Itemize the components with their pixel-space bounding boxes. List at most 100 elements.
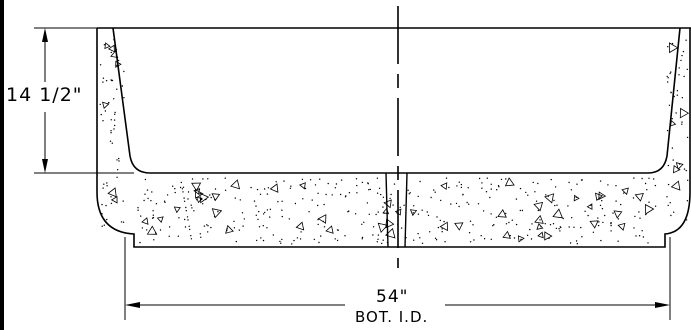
- stipple-dot: [279, 240, 281, 243]
- stipple-dot: [210, 226, 212, 229]
- stipple-dot: [450, 203, 452, 205]
- aggregate-triangle: [497, 209, 507, 218]
- stipple-dot: [117, 169, 119, 171]
- stipple-dot: [409, 192, 411, 194]
- stipple-dot: [110, 196, 112, 198]
- stipple-dot: [492, 225, 494, 227]
- stipple-dot: [481, 187, 483, 189]
- stipple-dot: [441, 228, 443, 230]
- stipple-dot: [102, 77, 105, 79]
- stipple-dot: [114, 111, 116, 114]
- stipple-dot: [253, 200, 256, 202]
- stipple-dot: [634, 215, 636, 218]
- stipple-dot: [281, 209, 283, 211]
- stipple-dot: [673, 211, 675, 213]
- stipple-dot: [584, 210, 586, 212]
- stipple-dot: [604, 214, 606, 217]
- stipple-dot: [382, 206, 384, 208]
- stipple-dot: [669, 72, 671, 75]
- stipple-dot: [152, 210, 154, 212]
- stipple-dot: [344, 235, 346, 237]
- outer-wall-outline: [96, 28, 691, 248]
- stipple-dot: [317, 204, 319, 207]
- stipple-dot: [389, 197, 391, 200]
- stipple-dot: [153, 239, 155, 241]
- stipple-dot: [467, 187, 469, 189]
- stipple-dot: [511, 219, 513, 221]
- stipple-dot: [430, 196, 432, 199]
- stipple-dot: [300, 231, 302, 233]
- stipple-dot: [361, 223, 363, 225]
- stipple-dot: [207, 231, 209, 233]
- stipple-dot: [318, 241, 320, 244]
- bottom-inside-diameter-note: BOT. I.D.: [355, 308, 429, 326]
- stipple-dot: [537, 182, 539, 185]
- stipple-dot: [413, 239, 415, 241]
- stipple-dot: [105, 80, 108, 82]
- stipple-dot: [515, 198, 518, 200]
- stipple-dot: [681, 97, 683, 99]
- stipple-dot: [325, 193, 327, 196]
- stipple-dot: [443, 220, 445, 223]
- aggregate-triangle: [617, 222, 626, 231]
- stipple-dot: [468, 203, 470, 205]
- stipple-dot: [368, 213, 370, 215]
- stipple-dot: [380, 193, 382, 196]
- stipple-dot: [444, 241, 446, 243]
- stipple-dot: [610, 224, 612, 227]
- stipple-dot: [519, 209, 521, 212]
- stipple-dot: [413, 205, 415, 207]
- aggregate-triangle: [634, 192, 644, 202]
- stipple-dot: [277, 201, 279, 203]
- stipple-dot: [458, 181, 460, 183]
- stipple-dot: [110, 51, 113, 54]
- stipple-dot: [598, 221, 600, 223]
- stipple-dot: [382, 196, 385, 198]
- aggregate-triangle: [586, 203, 593, 210]
- stipple-dot: [187, 191, 190, 193]
- stipple-dot: [599, 204, 602, 207]
- stipple-dot: [592, 231, 595, 233]
- stipple-dot: [648, 177, 650, 179]
- stipple-dot: [481, 182, 483, 184]
- stipple-dot: [151, 191, 153, 193]
- stipple-dot: [224, 189, 227, 191]
- stipple-dot: [345, 195, 347, 197]
- stipple-dot: [202, 178, 204, 180]
- stipple-dot: [110, 119, 113, 121]
- aggregate-triangle: [269, 183, 279, 193]
- aggregate-triangle: [173, 206, 181, 214]
- stipple-dot: [686, 136, 689, 139]
- stipple-dot: [427, 214, 430, 217]
- stipple-dot: [375, 213, 377, 216]
- stipple-dot: [146, 229, 148, 231]
- stipple-dot: [233, 227, 236, 229]
- stipple-dot: [666, 129, 669, 132]
- stipple-dot: [568, 226, 570, 228]
- stipple-dot: [214, 188, 217, 190]
- stipple-dot: [669, 202, 671, 204]
- stipple-dot: [685, 169, 687, 172]
- stipple-dot: [505, 178, 507, 180]
- stipple-dot: [445, 177, 448, 179]
- stipple-dot: [108, 101, 110, 104]
- stipple-dot: [376, 241, 378, 243]
- aggregate-triangle: [195, 196, 203, 204]
- stipple-dot: [615, 200, 617, 202]
- stipple-dot: [266, 209, 269, 211]
- stipple-dot: [280, 242, 282, 244]
- stipple-dot: [102, 81, 104, 83]
- stipple-dot: [283, 180, 285, 182]
- stipple-dot: [339, 193, 342, 196]
- center-joint-right: [404, 172, 408, 248]
- stipple-dot: [185, 210, 187, 212]
- stipple-dot: [120, 221, 123, 223]
- aggregate-triangle: [110, 195, 118, 204]
- aggregate-triangle: [191, 182, 202, 192]
- stipple-dot: [377, 238, 379, 240]
- aggregate-triangle: [211, 193, 221, 202]
- stipple-dot: [466, 201, 468, 204]
- stipple-dot: [632, 197, 635, 199]
- stipple-dot: [348, 192, 351, 194]
